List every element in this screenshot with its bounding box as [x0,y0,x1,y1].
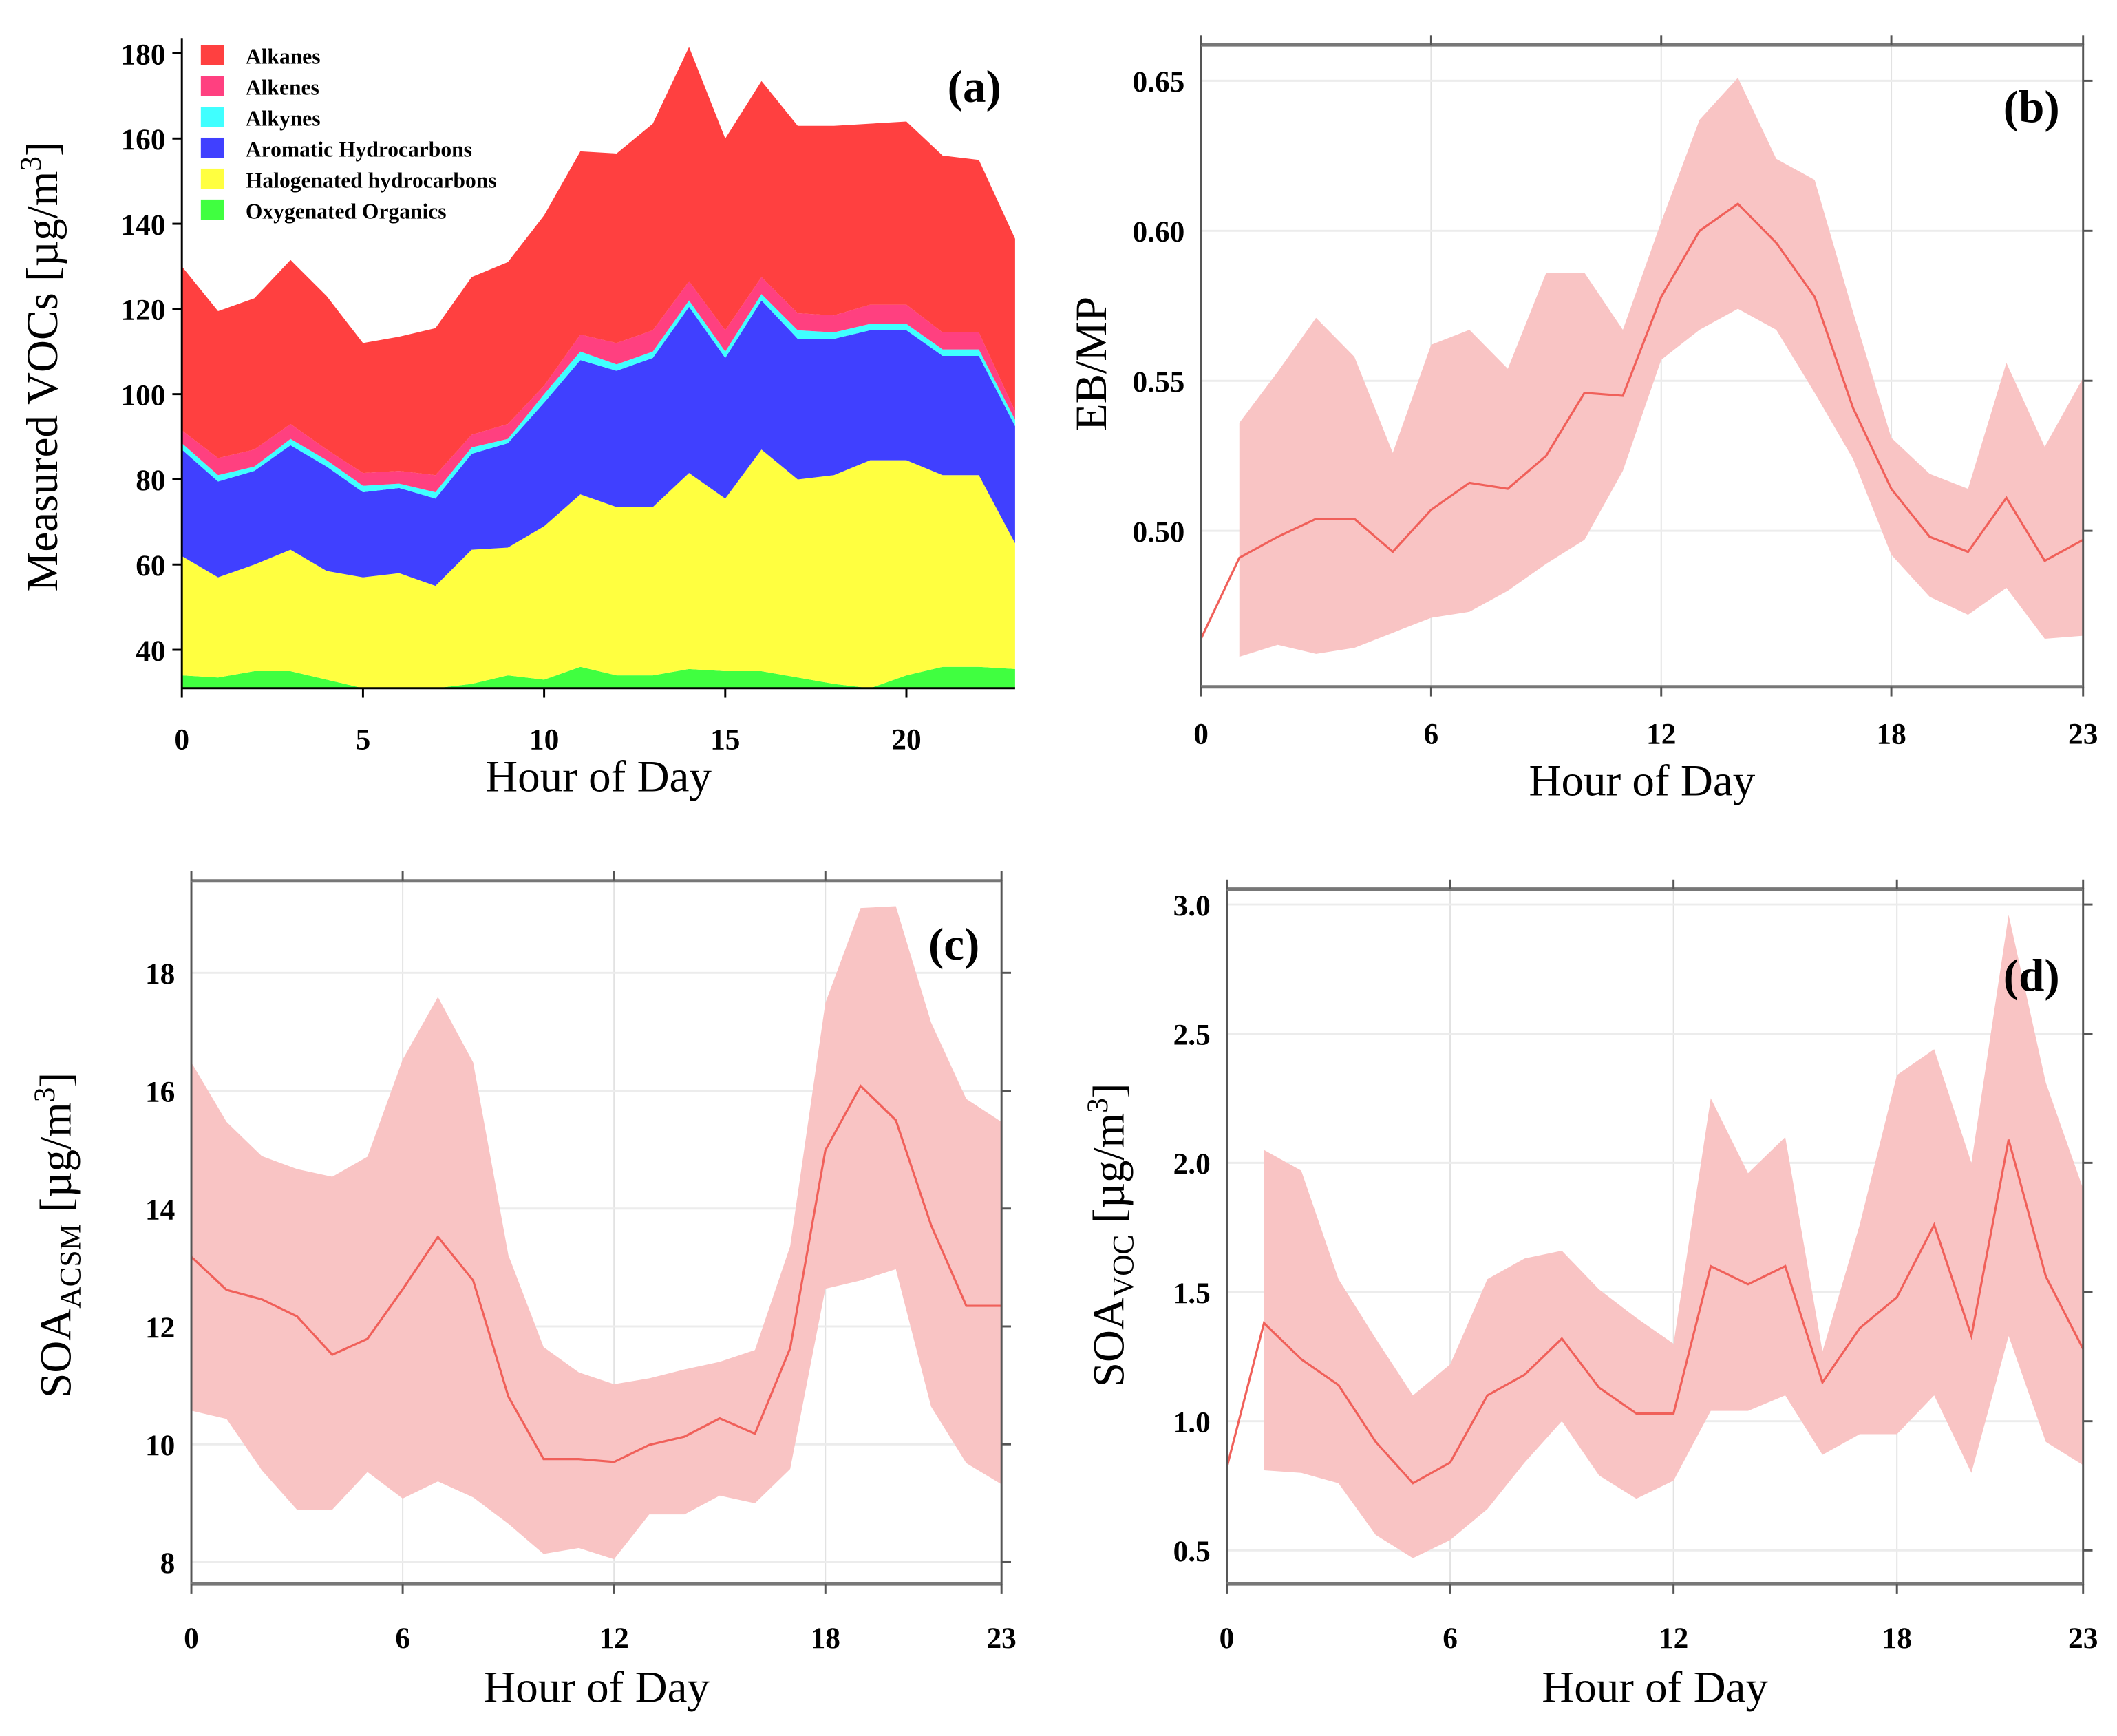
area-layer-alkenes [182,277,1015,493]
panel-c-soa-acsm: 8 10 12 14 16 18 0 6 12 18 23 (c) Hour of Day SOAACSM… [28,871,1017,1713]
y-tick-label: 2.5 [1173,1019,1211,1052]
panel-letter: (b) [2003,81,2060,132]
confidence-band [1264,915,2083,1558]
y-axis-label: SOAACSM [µg/m3] [28,1072,87,1398]
y-tick-label: 100 [121,379,166,412]
legend-label: Oxygenated Organics [246,199,447,223]
y-tick-label: 10 [145,1429,175,1462]
y-axis-label: SOAVOC [µg/m3] [1081,1083,1140,1388]
y-tick-label: 80 [136,464,165,497]
y-label-subscript: ACSM [54,1224,87,1309]
y-tick-label: 160 [121,123,166,156]
confidence-band [1239,78,2083,657]
y-label-subscript: VOC [1107,1235,1140,1298]
x-tick-label: 20 [891,723,921,756]
x-axis-label: Hour of Day [1542,1663,1768,1713]
legend-swatch [200,199,224,220]
x-axis-label: Hour of Day [1529,756,1755,806]
legend-label: Alkanes [246,45,321,69]
legend-label: Alkenes [246,76,319,100]
y-tick-label: 140 [121,209,166,242]
x-tick-label: 6 [1424,718,1439,751]
y-tick-label: 0.60 [1132,215,1184,248]
y-tick-label: 0.55 [1132,366,1184,399]
mean-line [190,1084,1002,1463]
legend-swatch [200,107,224,127]
panel-letter: (c) [928,918,979,970]
x-tick-label: 0 [1220,1622,1235,1655]
y-label-main: SOA [1085,1298,1134,1387]
x-tick-label: 12 [1646,718,1676,751]
x-tick-label: 23 [2068,1622,2098,1655]
y-tick-label: 12 [145,1311,175,1344]
y-tick-label: 1.5 [1173,1277,1211,1310]
y-label-main: Measured VOCs [µg/m [18,171,67,592]
mean-line [1200,202,2084,639]
y-label-main: SOA [32,1309,81,1398]
y-tick-label: 40 [136,635,165,668]
y-label-unit: [µg/m [1085,1113,1134,1235]
area-layer-aromatic-hydrocarbons [182,300,1015,586]
y-tick-label: 1.0 [1173,1406,1211,1439]
x-tick-label: 15 [710,723,740,756]
y-label-superscript: 3 [28,1088,61,1103]
x-tick-label: 18 [1882,1622,1912,1655]
x-tick-label: 0 [174,723,189,756]
x-tick-label: 0 [184,1622,199,1655]
y-tick-label: 0.5 [1173,1535,1211,1568]
x-tick-label: 6 [395,1622,410,1655]
y-label-end: ] [1085,1083,1134,1099]
area-layer-oxygenated-organics [182,666,1015,688]
y-label-superscript: 3 [1081,1098,1114,1113]
y-tick-label: 60 [136,549,165,582]
y-tick-label: 180 [121,38,166,71]
y-tick-label: 16 [145,1075,175,1108]
y-tick-label: 3.0 [1173,889,1211,922]
x-tick-label: 10 [529,723,559,756]
y-label-end: ] [18,141,67,156]
x-tick-label: 23 [2068,718,2098,751]
y-tick-label: 18 [145,957,175,991]
legend-label: Halogenated hydrocarbons [246,169,497,193]
legend-swatch [200,45,224,65]
legend-label: Alkynes [246,107,321,131]
confidence-band [191,906,1002,1560]
y-tick-label: 120 [121,294,166,327]
panel-b-eb-mp-ratio: 0.50 0.55 0.60 0.65 0 6 12 18 23 (b) Hour of Day EB… [1067,35,2098,806]
y-tick-label: 2.0 [1173,1147,1211,1181]
legend-swatch [200,76,224,96]
legend-label: Aromatic Hydrocarbons [246,138,472,162]
area-layer-halogenated-hydrocarbons [182,449,1015,688]
x-tick-label: 12 [599,1622,629,1655]
y-label-end: ] [32,1072,81,1088]
x-tick-label: 18 [811,1622,840,1655]
y-axis-label: Measured VOCs [µg/m3] [14,141,67,591]
x-tick-label: 18 [1876,718,1906,751]
x-tick-label: 0 [1193,718,1209,751]
legend-swatch [200,137,224,158]
x-tick-label: 5 [356,723,371,756]
panel-letter: (a) [948,61,1001,112]
legend-swatch [200,168,224,189]
legend: Alkanes Alkenes Alkynes Aromatic Hydrocarbo… [200,45,497,223]
x-tick-label: 23 [987,1622,1017,1655]
y-tick-label: 14 [145,1194,175,1227]
x-tick-label: 12 [1659,1622,1688,1655]
y-label-superscript: 3 [14,156,47,171]
y-tick-label: 0.50 [1132,516,1184,549]
panel-letter: (d) [2003,949,2060,1001]
x-tick-label: 6 [1443,1622,1458,1655]
x-axis-label: Hour of Day [483,1663,710,1713]
y-tick-label: 0.65 [1132,65,1184,98]
y-tick-label: 8 [160,1547,175,1580]
panel-a-voc-stacked-area: 40 60 80 100 120 140 160 180 0 5 10 15 20 Alkanes Alke… [14,38,1015,802]
area-layer-alkanes [182,47,1015,476]
panel-d-soa-voc: 0.5 1.0 1.5 2.0 2.5 3.0 0 6 12 18 23 (d) Hour of Day… [1081,879,2098,1713]
y-label-main: EB/MP [1067,297,1116,431]
x-axis-label: Hour of Day [485,752,712,802]
y-axis-label: EB/MP [1067,297,1116,431]
y-label-unit: [µg/m [32,1102,81,1224]
mean-line [1225,1139,2085,1485]
